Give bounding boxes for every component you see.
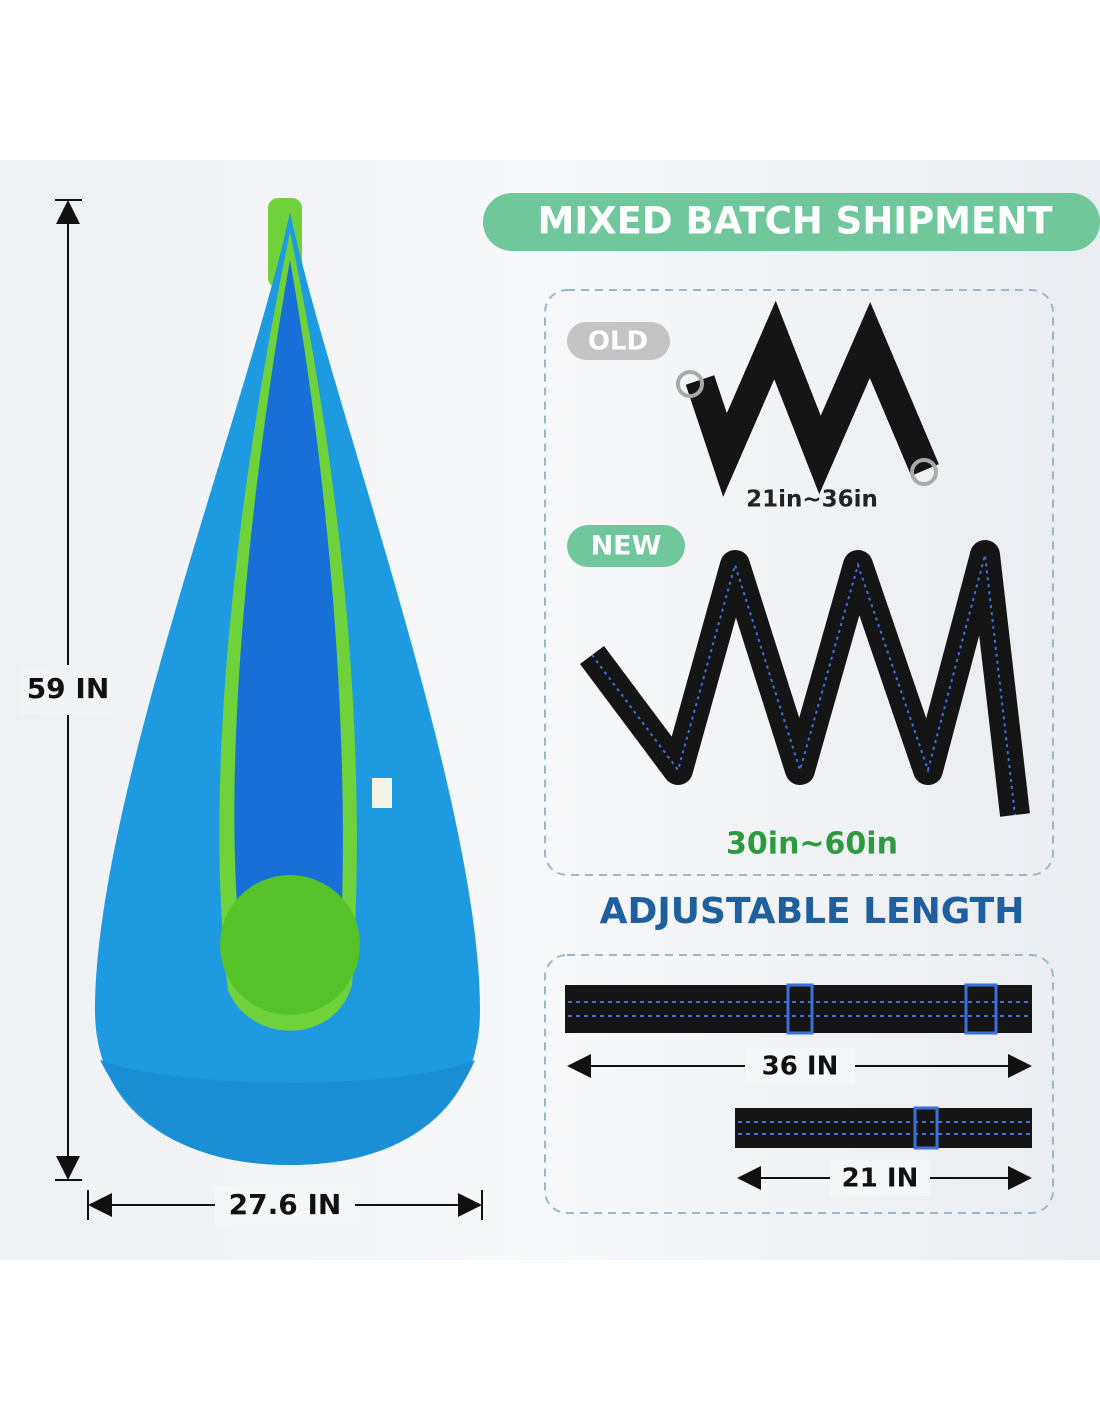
- old-badge-text: OLD: [588, 327, 648, 357]
- label-bg: [745, 1048, 855, 1084]
- ring: [910, 458, 938, 486]
- long-label: 36 IN: [762, 1052, 839, 1082]
- width-label: 27.6 IN: [229, 1188, 342, 1221]
- adjustable-title: ADJUSTABLE LENGTH: [600, 891, 1025, 932]
- old-strap: [685, 300, 939, 497]
- new-strap: [579, 540, 1030, 817]
- dashed-box: [544, 289, 1054, 876]
- new-badge-text: NEW: [591, 531, 662, 562]
- short-label: 21 IN: [842, 1164, 919, 1194]
- label-bg: [20, 665, 116, 715]
- banner: [483, 193, 1100, 251]
- new-length: 30in~60in: [726, 827, 898, 862]
- long-strap: [565, 983, 1032, 1035]
- new-badge: [567, 525, 685, 567]
- old-badge: [567, 322, 670, 360]
- label-bg: [215, 1185, 355, 1225]
- dashed-box: [544, 954, 1054, 1214]
- old-length: 21in~36in: [746, 487, 878, 513]
- hanging-pod: [95, 198, 480, 1165]
- label-bg: [830, 1160, 930, 1196]
- short-strap: [735, 1106, 1032, 1150]
- ring: [676, 370, 704, 398]
- height-label: 59 IN: [27, 672, 110, 705]
- banner-title: MIXED BATCH SHIPMENT: [538, 200, 1054, 243]
